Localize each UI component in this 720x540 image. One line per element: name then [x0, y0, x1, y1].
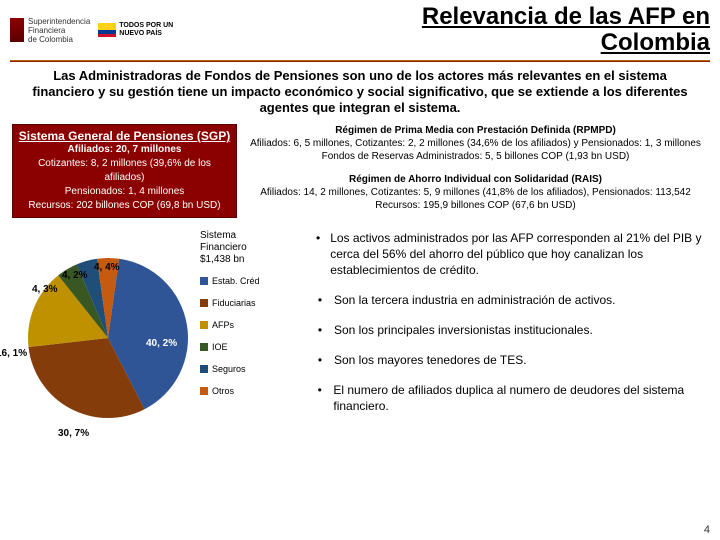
legend-label: IOE [212, 338, 228, 356]
sgp-line1: Afiliados: 20, 7 millones [17, 143, 232, 157]
page-title: Relevancia de las AFP en Colombia [422, 4, 710, 56]
pie-slice-label: 30, 7% [58, 428, 89, 439]
lower-row: Sistema Financiero $1,438 bn Estab. Créd… [0, 224, 720, 428]
logo-sfc-icon [10, 18, 24, 42]
bullet-item: • El numero de afiliados duplica al numer… [316, 382, 710, 414]
logo-sfc-line2: Financiera [28, 26, 90, 35]
bullet-text: El numero de afiliados duplica al numero… [333, 382, 710, 414]
pie-chart: 40, 2%30, 7%16, 1%4, 3%4, 2%4, 4% [18, 248, 198, 428]
legend-swatch [200, 299, 208, 307]
logo-sfc-line1: Superintendencia [28, 17, 90, 26]
bullet-item: • Son los mayores tenedores de TES. [316, 352, 710, 368]
bullet-text: Son la tercera industria en administraci… [334, 292, 615, 308]
pie-slice-label: 16, 1% [0, 348, 27, 359]
logo-pais-line2: NUEVO PAÍS [119, 30, 173, 38]
flag-icon [98, 23, 116, 37]
rais-head: Régimen de Ahorro Individual con Solidar… [243, 173, 708, 186]
sgp-line2: Cotizantes: 8, 2 millones (39,6% de los … [17, 157, 232, 185]
pie-slice-label: 40, 2% [146, 338, 177, 349]
logo-pais-line1: TODOS POR UN [119, 22, 173, 30]
rpmpd-line2: Fondos de Reservas Administrados: 5, 5 b… [243, 150, 708, 163]
bullet-item: • Son los principales inversionistas inst… [316, 322, 710, 338]
intro-text: Las Administradoras de Fondos de Pension… [0, 68, 720, 124]
legend-label: Estab. Créd [212, 272, 260, 290]
sgp-title: Sistema General de Pensiones (SGP) [17, 129, 232, 143]
legend-swatch [200, 365, 208, 373]
bullet-text: Son los principales inversionistas insti… [334, 322, 593, 338]
sgp-line3: Pensionados: 1, 4 millones [17, 185, 232, 199]
legend-item: Fiduciarias [200, 294, 300, 312]
legend-label: AFPs [212, 316, 234, 334]
sgp-line4: Recursos: 202 billones COP (69,8 bn USD) [17, 199, 232, 213]
legend-item: Estab. Créd [200, 272, 300, 290]
bullet-dot-icon: • [316, 292, 324, 308]
legend-swatch [200, 321, 208, 329]
sgp-box: Sistema General de Pensiones (SGP) Afili… [12, 124, 237, 218]
bullet-dot-icon: • [316, 382, 323, 414]
pie-legend: Sistema Financiero $1,438 bn Estab. Créd… [200, 230, 300, 404]
page-number: 4 [704, 524, 710, 536]
regimes-right: Régimen de Prima Media con Prestación De… [243, 124, 708, 218]
title-line2: Colombia [422, 30, 710, 56]
legend-swatch [200, 277, 208, 285]
pie-slice-label: 4, 4% [94, 262, 120, 273]
chart-column: Sistema Financiero $1,438 bn Estab. Créd… [10, 230, 310, 428]
rais-line1: Afiliados: 14, 2 millones, Cotizantes: 5… [243, 186, 708, 199]
bullet-text: Son los mayores tenedores de TES. [334, 352, 527, 368]
logo-pais: TODOS POR UN NUEVO PAÍS [98, 22, 173, 38]
bullet-dot-icon: • [316, 322, 324, 338]
pie-title-l1: Sistema [200, 230, 236, 241]
logo-pais-text: TODOS POR UN NUEVO PAÍS [119, 22, 173, 38]
legend-item: Otros [200, 382, 300, 400]
pie-title: Sistema Financiero $1,438 bn [200, 230, 300, 266]
regimes-row: Sistema General de Pensiones (SGP) Afili… [0, 124, 720, 224]
bullet-dot-icon: • [316, 230, 320, 278]
legend-label: Otros [212, 382, 234, 400]
header-divider [10, 60, 710, 62]
legend-item: AFPs [200, 316, 300, 334]
legend-swatch [200, 387, 208, 395]
bullet-dot-icon: • [316, 352, 324, 368]
legend-label: Fiduciarias [212, 294, 256, 312]
rpmpd-head: Régimen de Prima Media con Prestación De… [243, 124, 708, 137]
pie-title-l3: $1,438 bn [200, 254, 245, 265]
logo-sfc-line3: de Colombia [28, 35, 90, 44]
pie-slice-label: 4, 2% [62, 270, 88, 281]
legend-label: Seguros [212, 360, 246, 378]
legend-item: Seguros [200, 360, 300, 378]
bullet-item: • Son la tercera industria en administrac… [316, 292, 710, 308]
bullets: •Los activos administrados por las AFP c… [316, 230, 710, 428]
logo-sfc: Superintendencia Financiera de Colombia [10, 17, 90, 44]
rais-line2: Recursos: 195,9 billones COP (67,6 bn US… [243, 199, 708, 212]
header: Superintendencia Financiera de Colombia … [0, 0, 720, 58]
pie-slice-label: 4, 3% [32, 284, 58, 295]
bullet-text: Los activos administrados por las AFP co… [330, 230, 710, 278]
title-line1: Relevancia de las AFP en [422, 4, 710, 30]
legend-item: IOE [200, 338, 300, 356]
logo-sfc-text: Superintendencia Financiera de Colombia [28, 17, 90, 44]
bullet-item: •Los activos administrados por las AFP c… [316, 230, 710, 278]
logos: Superintendencia Financiera de Colombia … [10, 17, 173, 44]
rpmpd-line1: Afiliados: 6, 5 millones, Cotizantes: 2,… [243, 137, 708, 150]
legend-swatch [200, 343, 208, 351]
pie-title-l2: Financiero [200, 242, 247, 253]
